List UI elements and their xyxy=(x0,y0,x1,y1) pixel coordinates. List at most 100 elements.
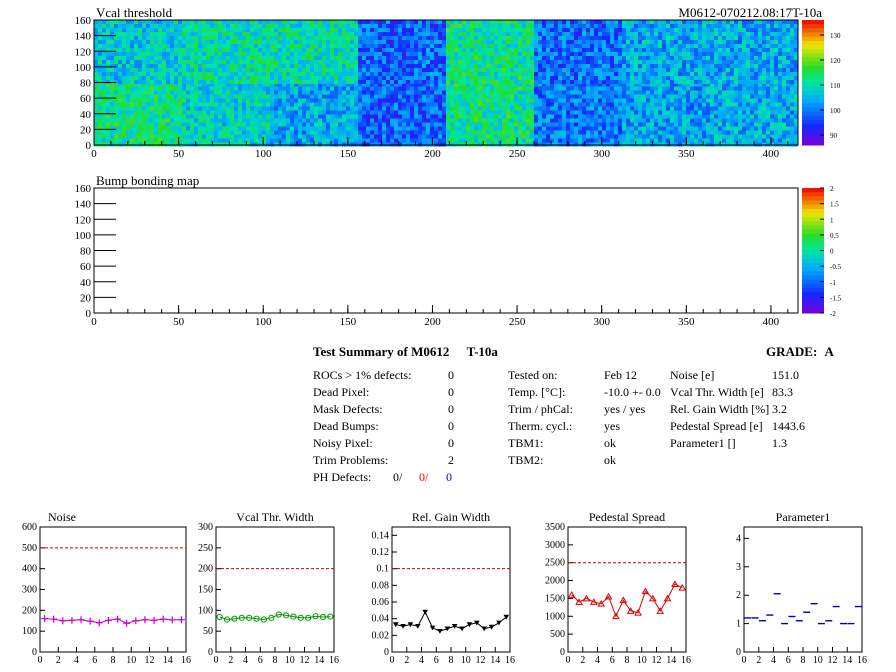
x-tick-label: 50 xyxy=(173,316,185,328)
y-tick-label: 200 xyxy=(198,564,213,575)
y-tick-label: 3500 xyxy=(545,522,565,533)
data-point xyxy=(114,615,122,623)
y-tick-label: 100 xyxy=(75,230,92,242)
data-point xyxy=(451,623,458,629)
x-tick-label: 300 xyxy=(593,316,610,328)
test-summary: Test Summary of M0612 T-10a GRADE: A ROC… xyxy=(313,344,834,484)
threshold-heatmap xyxy=(94,20,798,147)
condition-value: yes xyxy=(604,419,620,433)
y-tick-label: 1 xyxy=(736,619,741,630)
x-tick-label: 10 xyxy=(637,655,647,666)
x-tick-label: 2 xyxy=(580,655,585,666)
condition-row: Temp. [°C]: -10.0 +- 0.0 xyxy=(508,385,661,400)
data-point xyxy=(582,594,591,602)
y-tick-label: 2000 xyxy=(545,576,565,587)
data-point xyxy=(253,615,260,622)
data-point xyxy=(656,607,665,614)
defect-row: Mask Defects: 0 xyxy=(313,402,458,417)
condition-value: yes / yes xyxy=(604,402,646,416)
x-tick-label: 16 xyxy=(857,655,867,666)
y-tick-label: 600 xyxy=(22,522,37,533)
grade: GRADE: A xyxy=(766,344,834,360)
data-point xyxy=(407,622,414,628)
data-point xyxy=(567,591,576,598)
palette-label: 2 xyxy=(830,185,834,193)
defect-row: Noisy Pixel: 0 xyxy=(313,436,458,451)
result-row: Vcal Thr. Width [e] 83.3 xyxy=(670,385,793,400)
defect-label: Noisy Pixel: xyxy=(313,436,373,450)
x-tick-label: 4 xyxy=(74,655,79,666)
condition-label: Trim / phCal: xyxy=(508,402,573,416)
data-point xyxy=(141,616,149,624)
y-tick-label: 20 xyxy=(80,124,92,136)
ph-defects-label: PH Defects: xyxy=(313,470,372,484)
x-tick-label: 2 xyxy=(56,655,61,666)
series-line xyxy=(395,610,507,632)
x-tick-label: 14 xyxy=(490,655,500,666)
condition-label: TBM1: xyxy=(508,436,544,450)
y-tick-label: 0.12 xyxy=(372,547,390,558)
y-tick-label: 60 xyxy=(80,93,92,105)
x-tick-label: 8 xyxy=(273,655,278,666)
summary-heading: Test Summary of M0612 T-10a xyxy=(313,344,498,360)
palette-label: -0.5 xyxy=(830,263,842,271)
y-tick-label: 140 xyxy=(75,31,92,43)
x-tick-label: 400 xyxy=(763,316,780,328)
defect-value: 0 xyxy=(448,402,454,416)
data-point xyxy=(663,594,672,602)
y-tick-label: 0 xyxy=(384,647,389,658)
x-tick-label: 14 xyxy=(163,655,173,666)
series-line xyxy=(219,613,331,621)
palette-label: 100 xyxy=(830,107,841,115)
y-tick-label: 400 xyxy=(22,564,37,575)
series-line xyxy=(571,583,683,618)
data-point xyxy=(297,614,304,621)
y-tick-label: 60 xyxy=(80,261,92,273)
condition-label: Temp. [°C]: xyxy=(508,385,566,399)
x-tick-label: 2 xyxy=(404,655,409,666)
y-tick-label: 120 xyxy=(75,214,92,226)
ph-defects-value: 0/ xyxy=(393,470,403,484)
chart-frame xyxy=(567,526,687,653)
condition-row: Therm. cycl.: yes xyxy=(508,419,620,434)
data-point xyxy=(50,615,58,623)
data-point xyxy=(648,594,657,602)
y-tick-label: 2 xyxy=(736,590,741,601)
palette-label: -1 xyxy=(830,279,836,287)
x-tick-label: 4 xyxy=(243,655,248,666)
y-tick-label: 500 xyxy=(550,629,565,640)
ph-defects-value: 0/ xyxy=(419,470,429,484)
result-value: 1.3 xyxy=(772,436,787,450)
x-tick-label: 16 xyxy=(329,655,339,666)
result-value: 83.3 xyxy=(772,385,793,399)
data-point xyxy=(123,619,131,627)
data-point xyxy=(444,626,451,632)
data-point xyxy=(132,617,140,625)
x-tick-label: 6 xyxy=(258,655,263,666)
x-tick-label: 14 xyxy=(314,655,324,666)
data-point xyxy=(678,583,687,591)
y-tick-label: 1500 xyxy=(545,593,565,604)
summary-chart: Noise 0 2 4 6 8 10 12 14 16 0 100 200 300 400 500 600 xyxy=(22,510,191,666)
data-point xyxy=(150,616,158,624)
condition-value: Feb 12 xyxy=(604,368,637,382)
condition-row: TBM1: ok xyxy=(508,436,616,451)
x-tick-label: 16 xyxy=(181,655,191,666)
condition-label: TBM2: xyxy=(508,453,544,467)
y-tick-label: 4 xyxy=(736,533,741,544)
data-point xyxy=(415,623,421,629)
x-tick-label: 0 xyxy=(390,655,395,666)
data-point xyxy=(392,622,399,628)
result-label: Pedestal Spread [e] xyxy=(670,419,763,433)
grade-value: A xyxy=(824,344,834,359)
y-tick-label: 0 xyxy=(560,647,565,658)
condition-row: Tested on: Feb 12 xyxy=(508,368,637,383)
color-palette: 130 120 110 100 90 xyxy=(802,20,841,146)
x-tick-label: 2 xyxy=(228,655,233,666)
y-tick-label: 200 xyxy=(22,605,37,616)
y-tick-label: 0.14 xyxy=(372,530,390,541)
data-point xyxy=(437,628,443,634)
x-tick-label: 6 xyxy=(786,655,791,666)
